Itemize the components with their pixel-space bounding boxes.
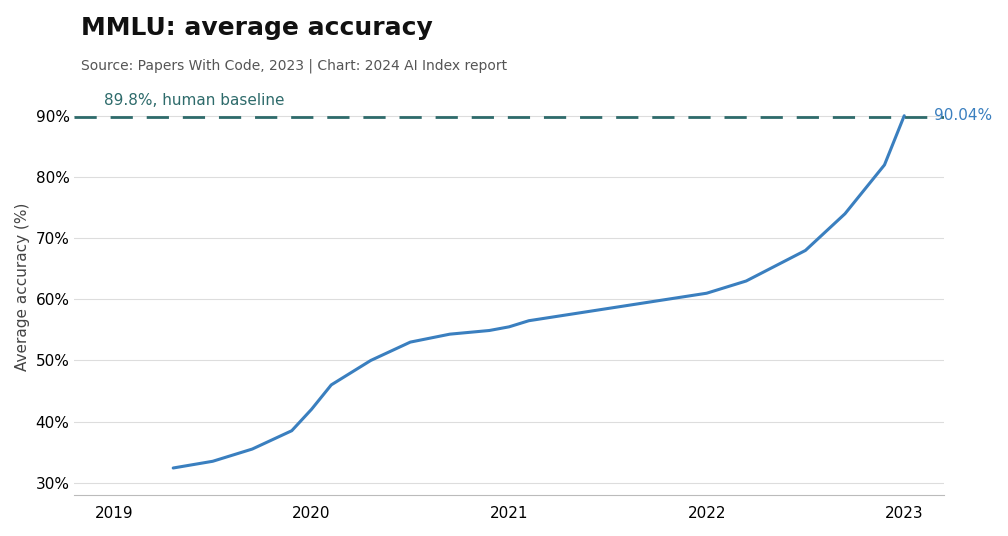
Text: MMLU: average accuracy: MMLU: average accuracy: [81, 16, 432, 40]
Text: 89.8%, human baseline: 89.8%, human baseline: [104, 93, 284, 108]
Text: Source: Papers With Code, 2023 | Chart: 2024 AI Index report: Source: Papers With Code, 2023 | Chart: …: [81, 59, 507, 73]
Text: 90.04%: 90.04%: [933, 108, 992, 123]
Y-axis label: Average accuracy (%): Average accuracy (%): [15, 203, 30, 371]
